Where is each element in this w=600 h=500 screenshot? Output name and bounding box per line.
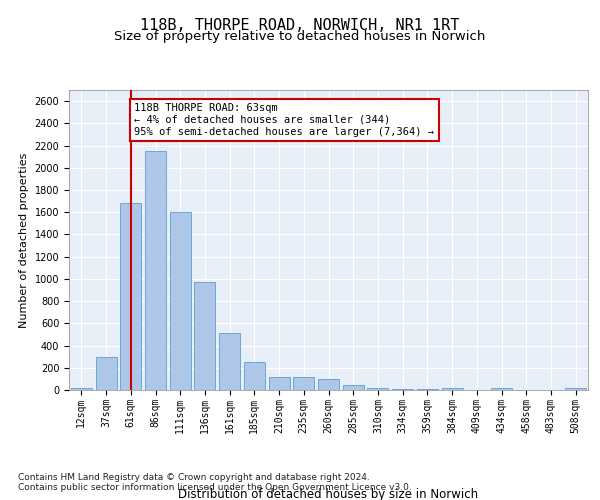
Bar (491, 388, 512, 390)
Y-axis label: Number of detached properties: Number of detached properties (19, 152, 29, 328)
Text: Contains public sector information licensed under the Open Government Licence v3: Contains public sector information licen… (18, 484, 412, 492)
Bar (318, 379, 339, 390)
Bar (343, 384, 364, 390)
Bar (367, 388, 388, 390)
Text: 118B THORPE ROAD: 63sqm
← 4% of detached houses are smaller (344)
95% of semi-de: 118B THORPE ROAD: 63sqm ← 4% of detached… (134, 104, 434, 136)
Text: Contains HM Land Registry data © Crown copyright and database right 2024.: Contains HM Land Registry data © Crown c… (18, 472, 370, 482)
Bar (145, 151, 166, 390)
Bar (392, 389, 413, 390)
Bar (170, 212, 191, 390)
Bar (95, 356, 116, 390)
Bar (71, 388, 92, 390)
Bar (244, 362, 265, 390)
Bar (293, 377, 314, 390)
Bar (219, 334, 240, 390)
Text: 118B, THORPE ROAD, NORWICH, NR1 1RT: 118B, THORPE ROAD, NORWICH, NR1 1RT (140, 18, 460, 32)
Bar (120, 204, 141, 390)
Bar (194, 282, 215, 390)
Text: Size of property relative to detached houses in Norwich: Size of property relative to detached ho… (115, 30, 485, 43)
X-axis label: Distribution of detached houses by size in Norwich: Distribution of detached houses by size … (178, 488, 479, 500)
Bar (565, 388, 586, 390)
Bar (442, 388, 463, 390)
Bar (269, 376, 290, 390)
